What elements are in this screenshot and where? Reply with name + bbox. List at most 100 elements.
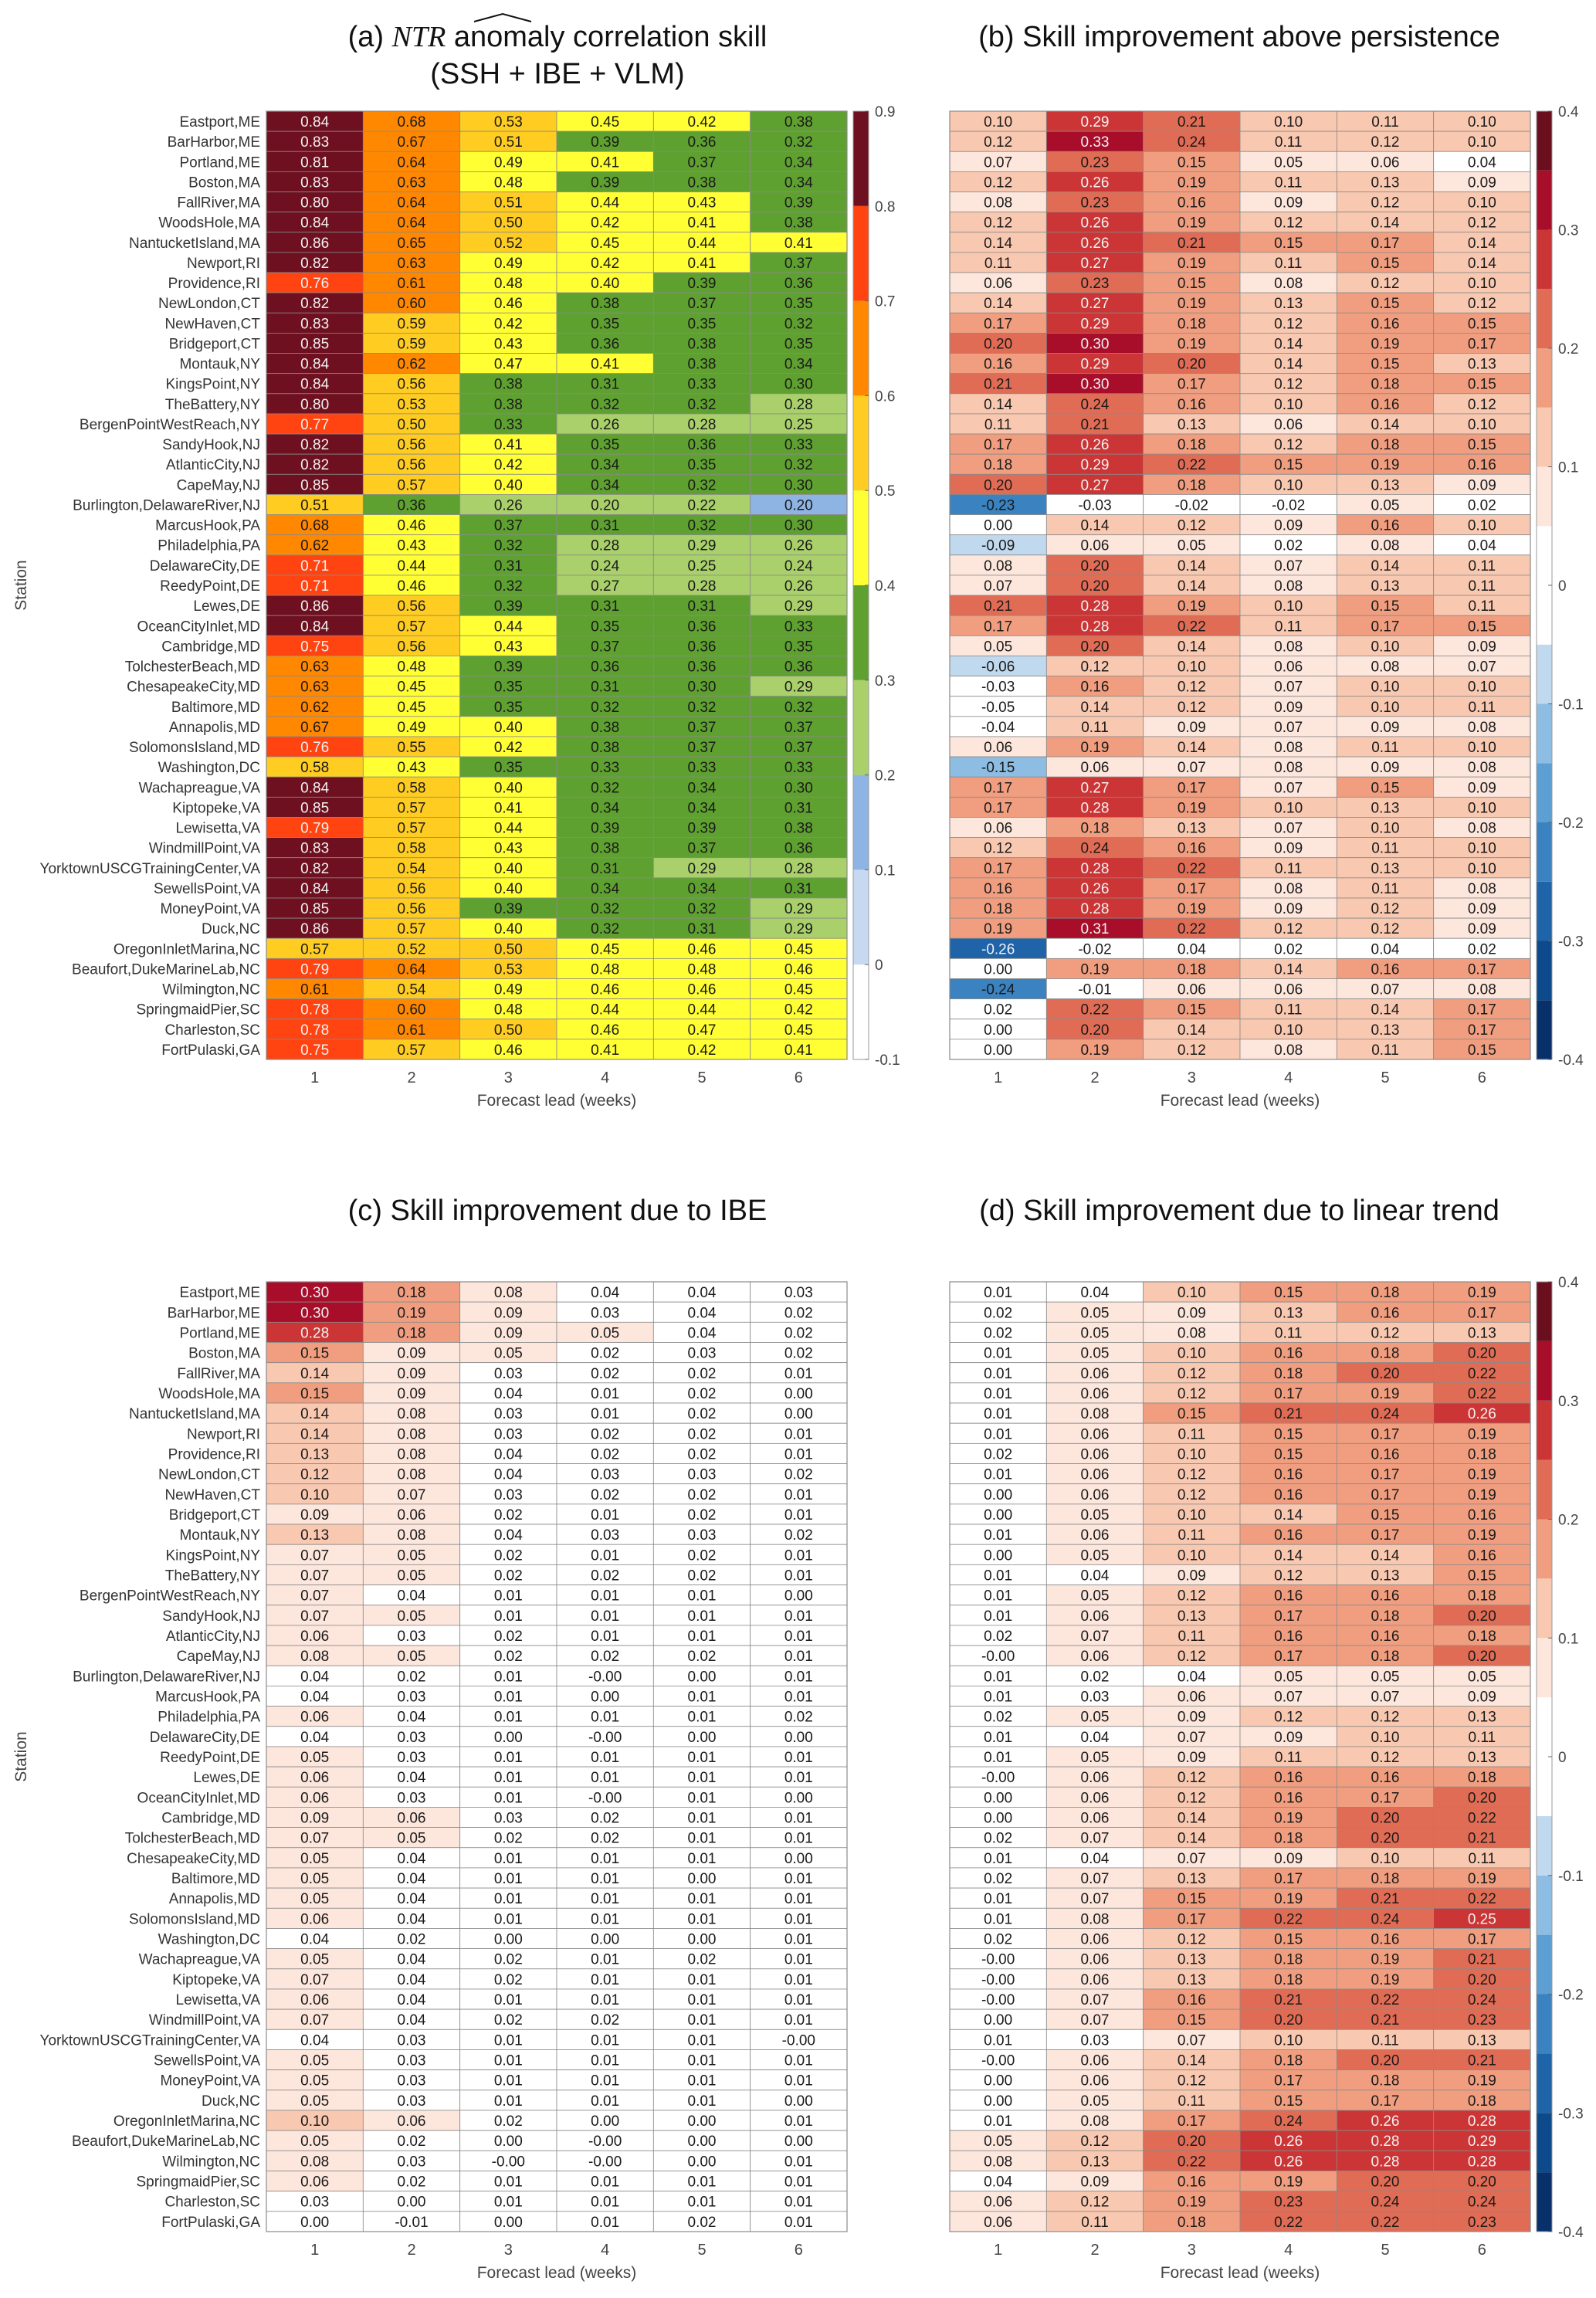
heatmap-cell <box>1433 373 1531 395</box>
cell-value-label: 0.46 <box>784 961 813 978</box>
station-label: TheBattery,NY <box>165 1568 261 1584</box>
heatmap-cell <box>1045 130 1144 152</box>
heatmap-cell <box>949 574 1047 596</box>
colorbar-segment <box>1537 1400 1552 1460</box>
cell-value-label: 0.16 <box>1371 1588 1400 1605</box>
cell-value-label: 0.39 <box>784 195 813 212</box>
cell-value-label: 0.05 <box>300 2073 329 2090</box>
cell-value-label: 0.02 <box>688 1507 717 1524</box>
cell-value-label: 0.43 <box>494 639 523 655</box>
cell-value-label: 0.20 <box>1468 1649 1496 1665</box>
cell-value-label: 0.16 <box>1274 1790 1303 1806</box>
cell-value-label: 0.33 <box>784 619 813 635</box>
heatmap-cell <box>362 494 461 515</box>
cell-value-label: 0.26 <box>1274 2154 1303 2170</box>
heatmap-cell <box>362 1382 461 1404</box>
heatmap-cell <box>556 1321 654 1343</box>
heatmap-cell <box>556 615 654 636</box>
heatmap-cell <box>1336 353 1435 375</box>
heatmap-cell <box>1433 192 1531 213</box>
station-label: NewHaven,CT <box>164 316 260 332</box>
heatmap-cell <box>266 292 364 314</box>
cell-value-label: 0.00 <box>494 2134 523 2150</box>
heatmap-cell <box>949 676 1047 697</box>
cell-value-label: 0.21 <box>1468 2053 1496 2069</box>
heatmap-cell <box>652 615 751 636</box>
heatmap-cell <box>1143 473 1241 495</box>
colorbar-tick-label: -0.1 <box>875 1052 900 1069</box>
cell-value-label: 0.21 <box>1274 1406 1303 1422</box>
cell-value-label: 0.13 <box>1371 861 1400 877</box>
cell-value-label: 0.46 <box>591 1022 619 1039</box>
cell-value-label: 0.06 <box>1081 1446 1110 1463</box>
cell-value-label: 0.14 <box>1274 336 1303 352</box>
cell-value-label: -0.23 <box>981 497 1015 513</box>
heatmap-cell <box>362 574 461 596</box>
cell-value-label: 0.37 <box>688 720 717 736</box>
cell-value-label: 0.35 <box>494 760 523 776</box>
cell-value-label: 0.20 <box>1081 639 1110 655</box>
station-label: NewLondon,CT <box>158 1467 260 1483</box>
cell-value-label: 0.27 <box>1081 477 1110 493</box>
cell-value-label: 0.38 <box>591 841 619 857</box>
heatmap-cell <box>949 453 1047 475</box>
cell-value-label: 0.02 <box>984 1710 1012 1726</box>
heatmap-cell <box>556 292 654 314</box>
cell-value-label: 0.18 <box>1081 821 1110 837</box>
panel-b-title: (b) Skill improvement above persistence <box>978 21 1500 53</box>
cell-value-label: 0.01 <box>494 1588 523 1605</box>
cell-value-label: 0.46 <box>591 982 619 998</box>
colorbar-segment <box>1537 1519 1552 1579</box>
cell-value-label: 0.02 <box>688 1568 717 1584</box>
heatmap-cell <box>949 494 1047 515</box>
cell-value-label: 0.15 <box>1468 377 1496 393</box>
cell-value-label: 0.18 <box>1371 437 1400 453</box>
heatmap-cell <box>652 272 751 293</box>
heatmap-cell <box>1045 413 1144 435</box>
cell-value-label: 0.33 <box>688 760 717 776</box>
cell-value-label: 0.09 <box>1468 921 1496 937</box>
cell-value-label: 0.17 <box>984 800 1012 816</box>
cell-value-label: 0.24 <box>1081 841 1110 857</box>
cell-value-label: 0.01 <box>784 1629 813 1645</box>
station-label: Montauk,NY <box>179 357 260 373</box>
heatmap-cell <box>1239 595 1337 616</box>
cell-value-label: 0.16 <box>1468 457 1496 473</box>
cell-value-label: 0.01 <box>494 2053 523 2069</box>
cell-value-label: 0.43 <box>494 336 523 352</box>
cell-value-label: 0.03 <box>688 1346 717 1362</box>
cell-value-label: 0.12 <box>1468 296 1496 312</box>
cell-value-label: 0.35 <box>591 619 619 635</box>
heatmap-cell <box>1239 615 1337 636</box>
cell-value-label: 0.08 <box>984 195 1012 212</box>
cell-value-label: -0.00 <box>588 2154 622 2170</box>
cell-value-label: 0.05 <box>300 1952 329 1968</box>
cell-value-label: 0.84 <box>300 357 329 373</box>
cell-value-label: 0.01 <box>784 1608 813 1625</box>
cell-value-label: 0.12 <box>984 175 1012 191</box>
cell-value-label: 0.13 <box>1468 357 1496 373</box>
cell-value-label: 0.26 <box>1081 175 1110 191</box>
cell-value-label: 0.07 <box>300 1588 329 1605</box>
cell-value-label: 0.01 <box>591 2032 619 2049</box>
cell-value-label: 0.30 <box>300 1305 329 1321</box>
cell-value-label: 0.02 <box>494 1952 523 1968</box>
cell-value-label: 0.37 <box>688 841 717 857</box>
cell-value-label: 0.08 <box>1274 276 1303 292</box>
cell-value-label: 0.09 <box>398 1346 426 1362</box>
cell-value-label: 0.21 <box>1468 1952 1496 1968</box>
cell-value-label: 0.11 <box>1275 175 1303 191</box>
cell-value-label: 0.54 <box>398 861 426 877</box>
cell-value-label: 0.01 <box>688 2053 717 2069</box>
cell-value-label: 0.24 <box>1081 397 1110 413</box>
cell-value-label: 0.56 <box>398 377 426 393</box>
cell-value-label: 0.01 <box>591 2174 619 2191</box>
cell-value-label: 0.02 <box>688 1952 717 1968</box>
heatmap-cell <box>750 897 848 919</box>
cell-value-label: 0.04 <box>984 2174 1012 2191</box>
station-label: OceanCityInlet,MD <box>137 1790 260 1806</box>
cell-value-label: 0.63 <box>300 659 329 676</box>
cell-value-label: 0.01 <box>688 2073 717 2090</box>
heatmap-cell <box>556 212 654 233</box>
heatmap-cell <box>556 453 654 475</box>
